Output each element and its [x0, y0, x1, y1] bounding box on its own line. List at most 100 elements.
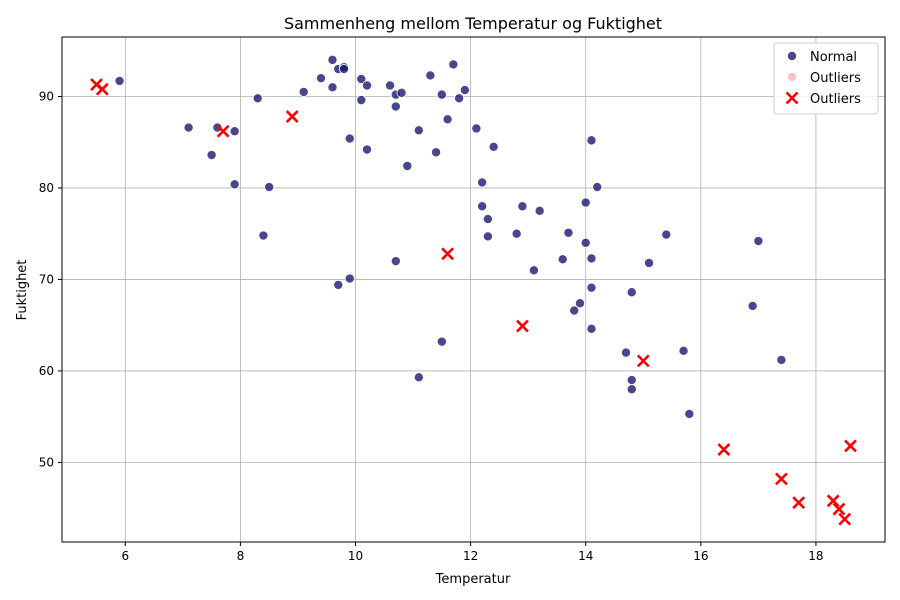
- data-point: [327, 82, 338, 93]
- x-tick-label: 10: [348, 549, 363, 563]
- outlier-point: [516, 319, 529, 333]
- data-point: [442, 114, 453, 125]
- x-tick-label: 14: [578, 549, 593, 563]
- data-point: [396, 87, 407, 98]
- data-point: [206, 150, 217, 161]
- data-point: [753, 236, 764, 247]
- data-point: [586, 323, 597, 334]
- outlier-point: [441, 247, 455, 261]
- data-point: [264, 182, 275, 193]
- data-point: [776, 354, 787, 365]
- data-point: [431, 147, 442, 158]
- data-point: [586, 282, 597, 293]
- x-axis-label: Temperatur: [435, 572, 511, 587]
- data-point: [229, 126, 240, 137]
- data-point: [402, 160, 413, 171]
- y-tick-label: 50: [39, 455, 54, 469]
- data-point: [661, 229, 672, 240]
- legend-label: Outliers: [810, 71, 861, 86]
- outlier-point: [832, 502, 846, 516]
- data-point: [229, 179, 240, 190]
- data-point: [436, 89, 447, 100]
- outlier-point: [636, 354, 650, 368]
- data-point: [574, 298, 585, 309]
- data-point: [114, 75, 125, 86]
- data-point: [344, 273, 355, 284]
- y-tick-label: 80: [39, 181, 54, 195]
- y-tick-label: 70: [39, 272, 54, 286]
- outlier-point: [838, 512, 852, 526]
- data-point: [425, 70, 436, 81]
- data-point: [488, 141, 499, 152]
- data-point: [482, 214, 493, 225]
- x-tick-label: 8: [237, 549, 245, 563]
- legend-marker: [785, 91, 799, 105]
- data-point: [569, 305, 580, 316]
- data-point: [644, 257, 655, 268]
- data-point: [413, 372, 424, 383]
- outlier-point: [285, 110, 299, 124]
- legend-label: Outliers: [810, 92, 861, 107]
- plot-frame: [61, 36, 886, 543]
- legend-marker: [787, 72, 798, 83]
- data-point: [362, 144, 373, 155]
- data-point: [517, 201, 528, 212]
- series-outlier-crosses: [90, 78, 857, 526]
- data-point: [580, 237, 591, 248]
- y-tick-label: 60: [39, 364, 54, 378]
- data-point: [678, 345, 689, 356]
- data-point: [459, 85, 470, 96]
- data-point: [448, 59, 459, 70]
- data-point: [327, 54, 338, 65]
- data-point: [315, 73, 326, 84]
- data-points: [90, 54, 857, 526]
- y-tick-label: 90: [39, 89, 54, 103]
- data-point: [626, 287, 637, 298]
- outlier-point: [792, 496, 806, 510]
- data-point: [528, 265, 539, 276]
- series-normal: [114, 54, 787, 419]
- data-point: [534, 205, 545, 216]
- data-point: [586, 135, 597, 146]
- data-point: [626, 375, 637, 386]
- data-point: [511, 228, 522, 239]
- data-point: [471, 123, 482, 134]
- data-point: [684, 408, 695, 419]
- outlier-point: [826, 494, 840, 508]
- data-point: [747, 300, 758, 311]
- data-point: [477, 177, 488, 188]
- legend-marker: [787, 51, 798, 62]
- chart-title: Sammenheng mellom Temperatur og Fuktighe…: [284, 14, 662, 33]
- data-point: [621, 347, 632, 358]
- axis-ticks: 6 8 10 12 14 16 18 50 60 70 80 90: [39, 89, 824, 563]
- grid-lines: [62, 37, 885, 542]
- data-point: [339, 64, 350, 75]
- outlier-point: [216, 124, 230, 138]
- legend-box: [773, 42, 879, 115]
- data-point: [385, 80, 396, 91]
- data-point: [362, 80, 373, 91]
- data-point: [626, 384, 637, 395]
- data-point: [454, 93, 465, 104]
- data-point: [413, 125, 424, 136]
- data-point: [563, 227, 574, 238]
- data-point: [298, 86, 309, 97]
- outlier-point: [95, 82, 109, 96]
- data-point: [436, 336, 447, 347]
- data-point: [252, 93, 263, 104]
- data-point: [477, 201, 488, 212]
- legend-label: Normal: [810, 50, 857, 65]
- data-point: [333, 279, 344, 290]
- data-point: [482, 231, 493, 242]
- outlier-point: [717, 443, 731, 457]
- x-tick-label: 6: [121, 549, 129, 563]
- x-tick-label: 12: [463, 549, 478, 563]
- data-point: [586, 253, 597, 264]
- data-point: [212, 122, 223, 133]
- data-point: [592, 182, 603, 193]
- x-tick-label: 18: [808, 549, 823, 563]
- data-point: [356, 74, 367, 85]
- data-point: [356, 95, 367, 106]
